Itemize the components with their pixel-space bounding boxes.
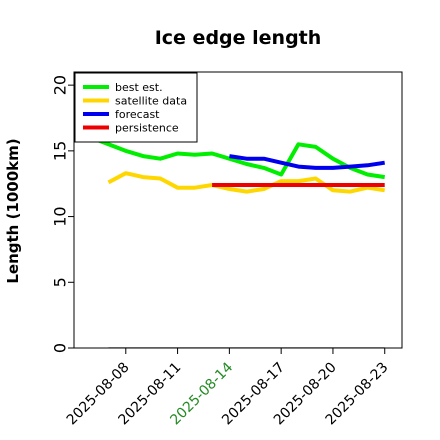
y-tick-label: 5 [51,277,70,287]
y-tick-label: 10 [51,206,70,226]
series-line-forecast [229,154,385,170]
legend: best est.satellite dataforecastpersisten… [74,72,198,143]
chart-title: Ice edge length [155,27,322,49]
legend-label-forecast: forecast [115,108,160,121]
legend-box [74,72,198,143]
series-line-best-est- [74,131,385,180]
plot-area [74,131,385,348]
y-tick-label: 15 [51,141,70,161]
y-tick-label: 20 [51,75,70,95]
series-group [74,131,385,348]
series-line-satellite-data [107,171,385,194]
legend-label-best-est-: best est. [115,81,163,94]
y-tick-label: 0 [51,343,70,353]
legend-label-satellite-data: satellite data [115,95,187,108]
plot-frame [73,71,403,349]
y-axis-label: Length (1000km) [4,138,22,283]
legend-label-persistence: persistence [115,122,179,135]
